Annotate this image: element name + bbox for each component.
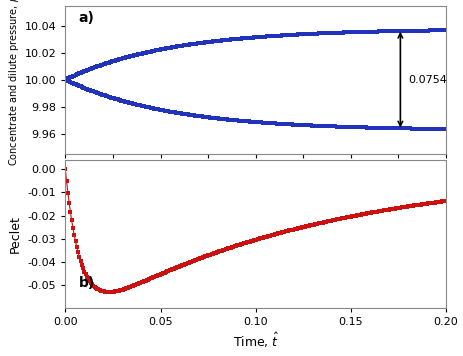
Text: a): a) — [79, 11, 94, 26]
Y-axis label: Concentrate and dilute pressure, $\hat{p}$: Concentrate and dilute pressure, $\hat{p… — [6, 0, 22, 166]
Y-axis label: Peclet: Peclet — [9, 215, 22, 253]
X-axis label: Time, $\hat{t}$: Time, $\hat{t}$ — [232, 331, 278, 350]
Text: 0.0754: 0.0754 — [407, 75, 446, 85]
Text: b): b) — [79, 276, 95, 290]
